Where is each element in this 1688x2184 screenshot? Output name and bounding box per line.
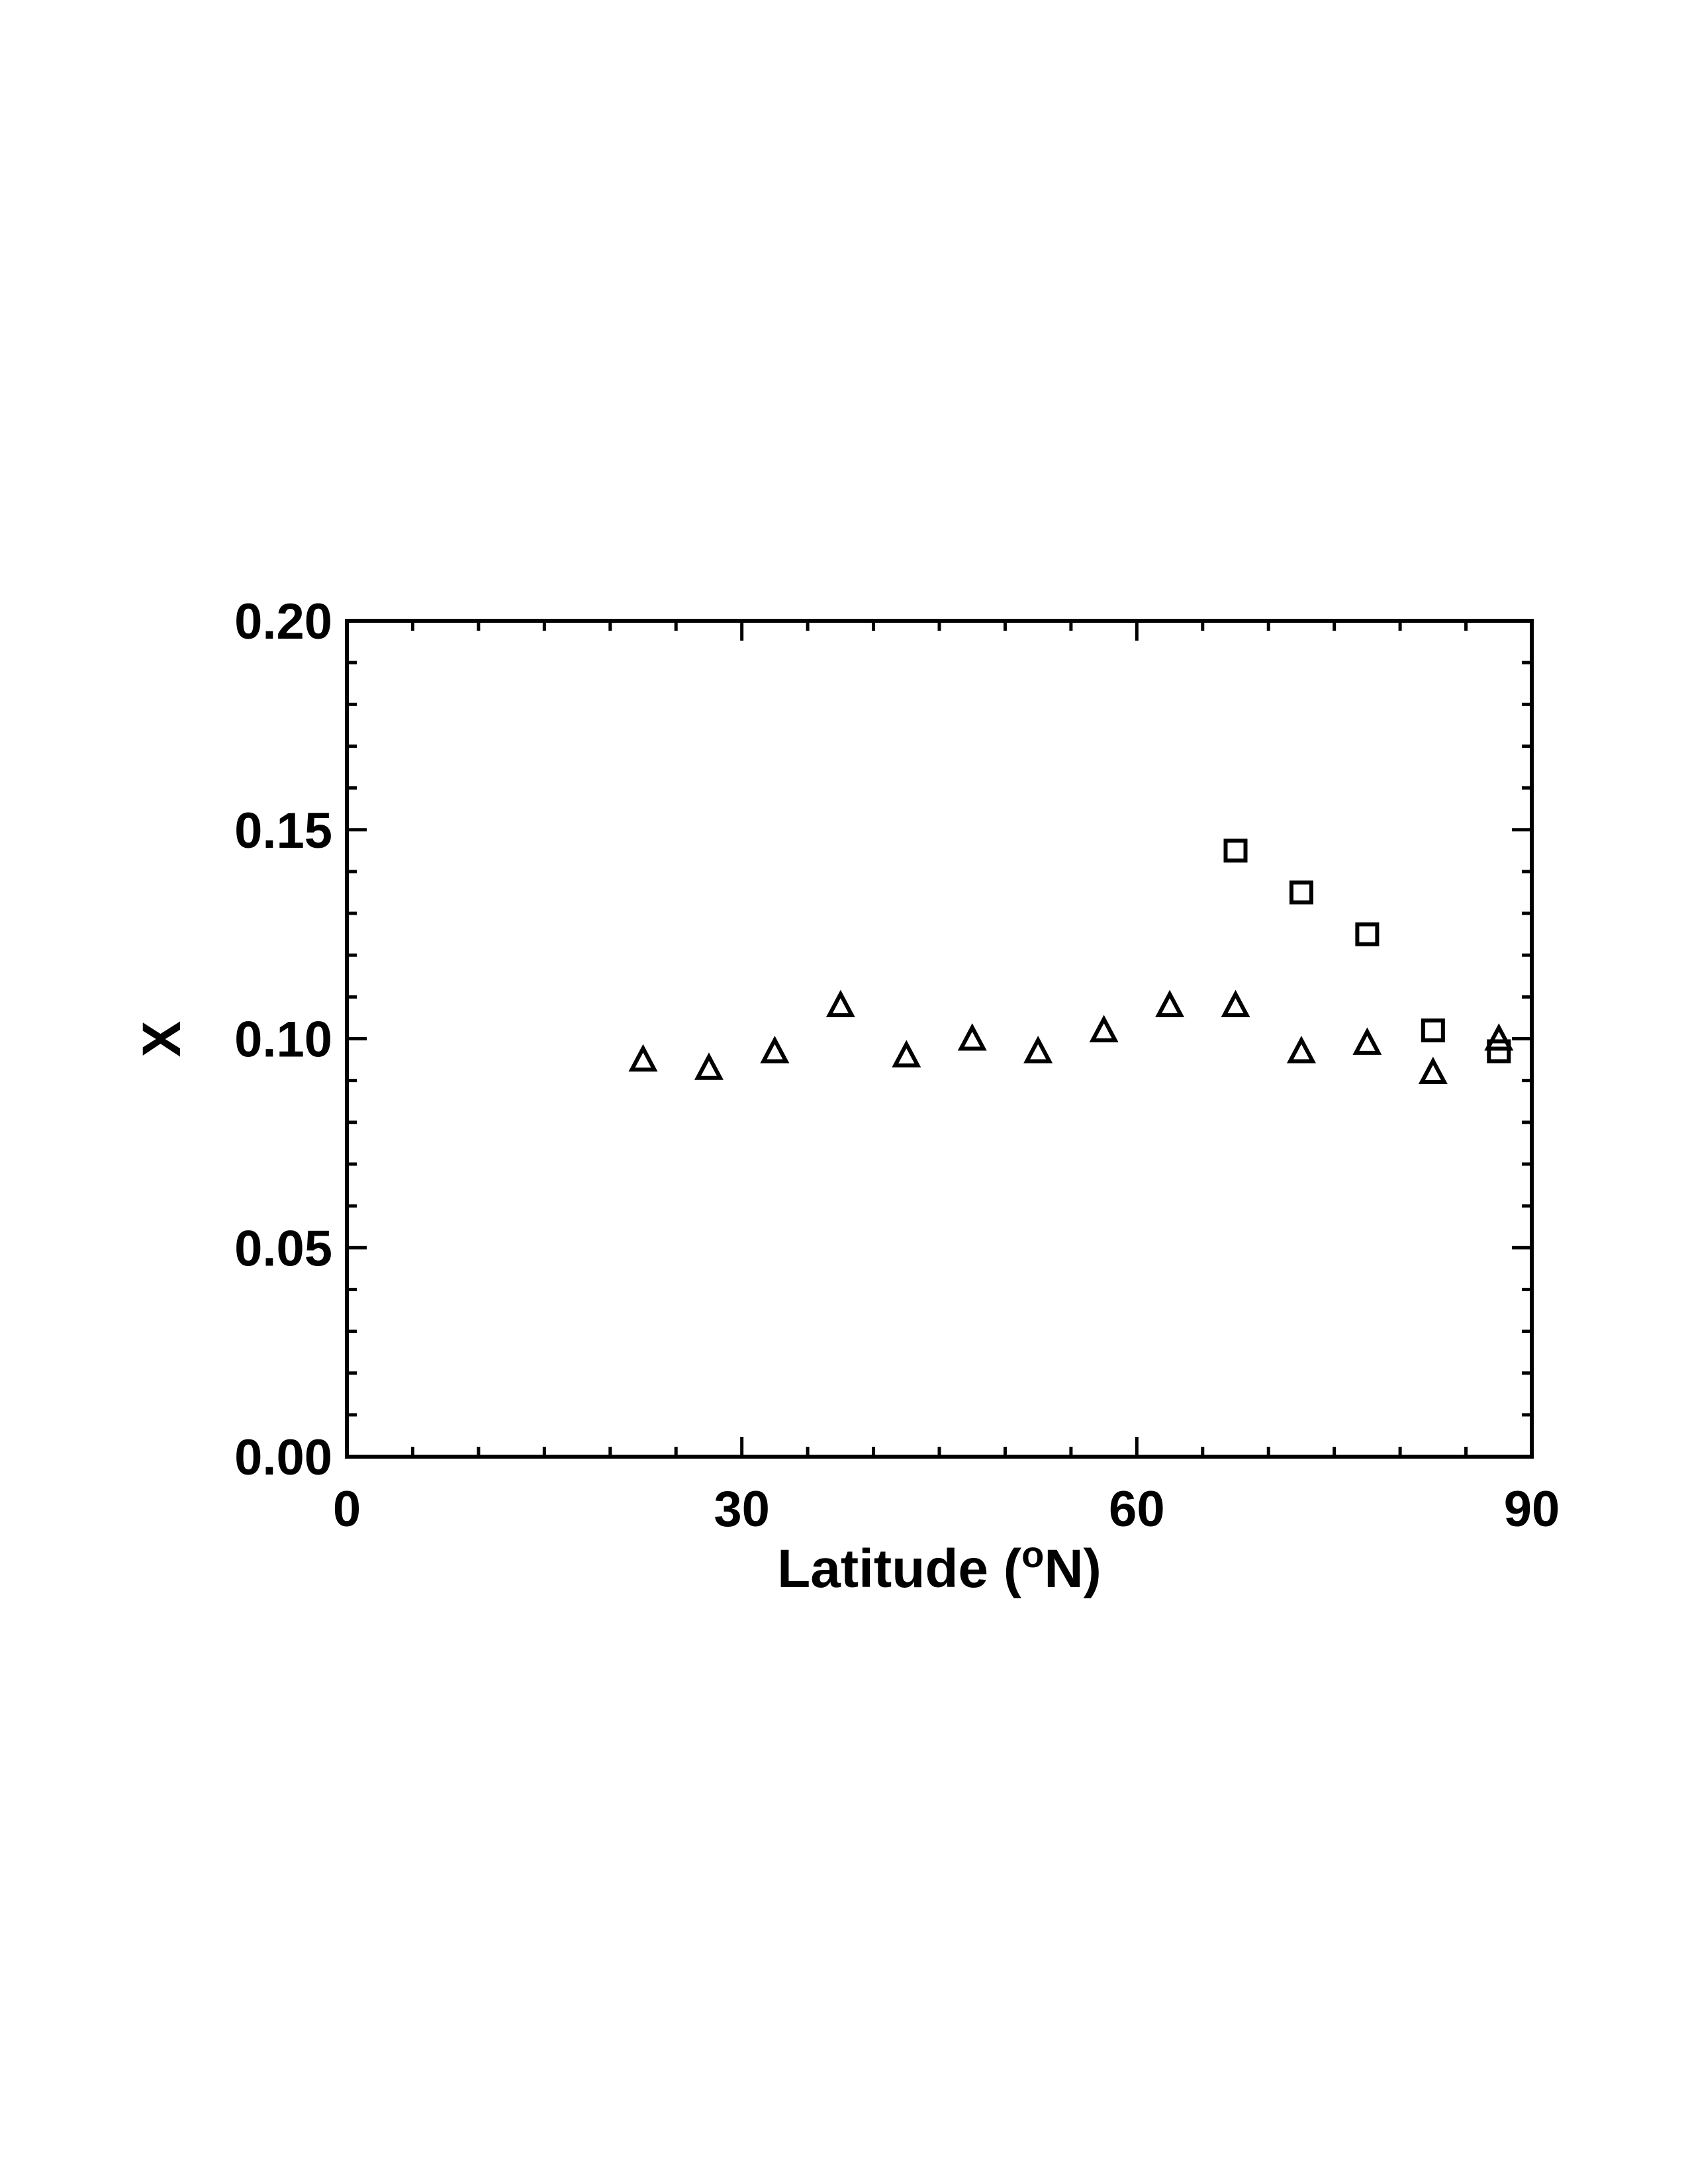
y-tick-label: 0.15 [234, 803, 332, 859]
y-axis-title: X [132, 1021, 192, 1058]
triangle-marker [1418, 1056, 1448, 1085]
square-marker [1223, 839, 1248, 863]
triangle-marker [760, 1036, 790, 1064]
x-axis-title: Latitude (oN) [777, 1533, 1102, 1599]
degree-symbol: o [1021, 1533, 1044, 1575]
triangle-marker [1221, 989, 1250, 1017]
square-marker [1487, 1039, 1511, 1064]
triangle-marker [957, 1023, 987, 1051]
triangle-marker [825, 989, 855, 1017]
x-tick-label: 30 [714, 1481, 770, 1537]
x-tick-label: 0 [333, 1481, 361, 1537]
plot-frame [345, 619, 1534, 1459]
square-marker [1421, 1018, 1445, 1042]
square-marker [1355, 922, 1380, 946]
x-tick-label: 90 [1504, 1481, 1560, 1537]
triangle-marker [1155, 989, 1185, 1017]
y-tick-label: 0.10 [234, 1012, 332, 1068]
triangle-marker [892, 1040, 921, 1068]
tick-labels: 0 30 60 90 0.00 0.05 0.10 0.15 0.20 [234, 594, 1560, 1537]
data-markers [628, 839, 1514, 1085]
x-tick-label: 60 [1109, 1481, 1165, 1537]
triangle-marker [1484, 1023, 1514, 1051]
y-tick-label: 0.05 [234, 1220, 332, 1277]
triangle-marker [694, 1052, 724, 1080]
square-marker [1289, 880, 1313, 905]
triangle-marker [628, 1044, 658, 1072]
x-axis-title-text: Latitude ( [777, 1539, 1022, 1599]
triangle-marker [1089, 1015, 1119, 1042]
triangle-marker [1286, 1036, 1316, 1064]
triangle-marker [1023, 1036, 1053, 1064]
y-tick-label: 0.00 [234, 1430, 332, 1486]
triangle-marker [1352, 1027, 1382, 1055]
x-axis-title-suffix: N) [1044, 1539, 1102, 1599]
axis-ticks [345, 619, 1534, 1459]
y-tick-label: 0.20 [234, 594, 332, 650]
